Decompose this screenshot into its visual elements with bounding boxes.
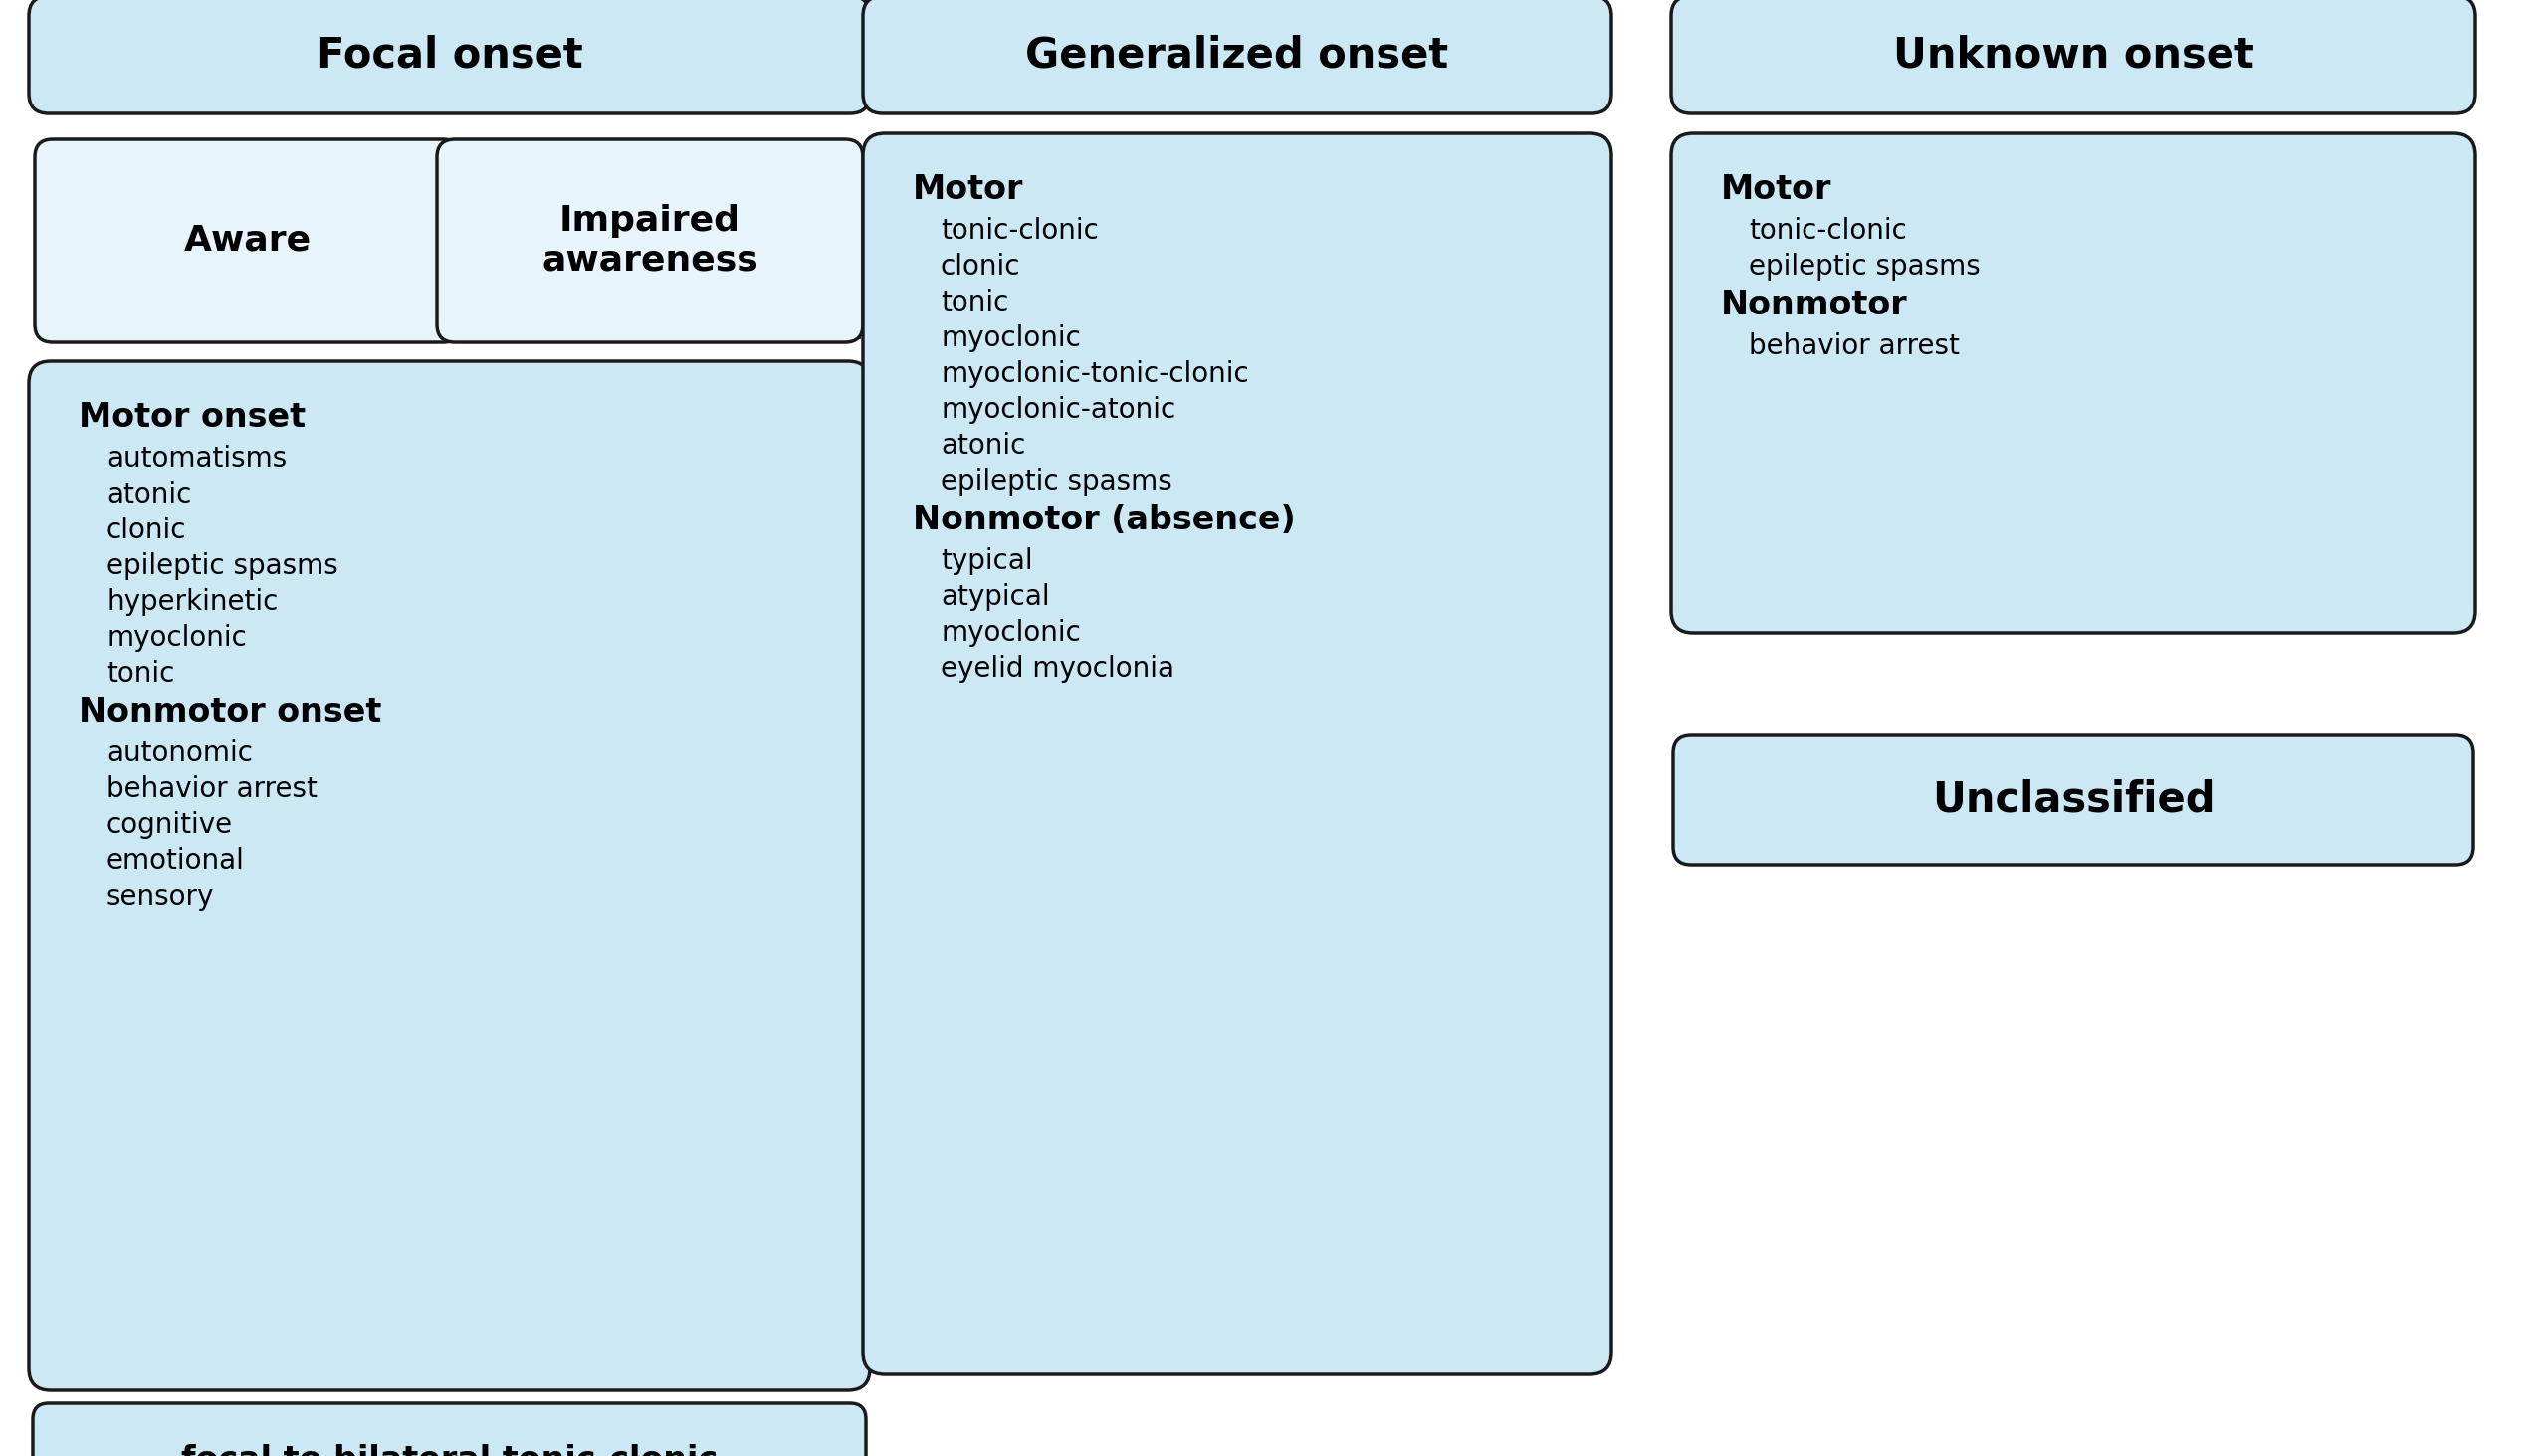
FancyBboxPatch shape [1684, 146, 2464, 622]
Text: atypical: atypical [940, 584, 1050, 612]
FancyBboxPatch shape [436, 140, 864, 342]
Text: epileptic spasms: epileptic spasms [1748, 253, 1980, 281]
FancyBboxPatch shape [41, 146, 859, 336]
Text: epileptic spasms: epileptic spasms [107, 552, 339, 579]
FancyBboxPatch shape [41, 10, 859, 99]
Text: Generalized onset: Generalized onset [1024, 33, 1450, 76]
FancyBboxPatch shape [1674, 735, 2474, 865]
Text: hyperkinetic: hyperkinetic [107, 588, 278, 616]
Text: clonic: clonic [107, 517, 186, 545]
Text: tonic-clonic: tonic-clonic [940, 217, 1098, 245]
Text: clonic: clonic [940, 253, 1022, 281]
Text: Motor: Motor [912, 173, 1024, 205]
Text: Unknown onset: Unknown onset [1893, 33, 2255, 76]
FancyBboxPatch shape [874, 146, 1600, 1363]
Text: myoclonic-tonic-clonic: myoclonic-tonic-clonic [940, 360, 1249, 389]
FancyBboxPatch shape [1671, 134, 2474, 633]
Text: behavior arrest: behavior arrest [1748, 332, 1959, 360]
Text: Impaired
awareness: Impaired awareness [543, 204, 759, 277]
Text: myoclonic: myoclonic [940, 325, 1080, 352]
Text: Nonmotor (absence): Nonmotor (absence) [912, 504, 1294, 536]
Text: Motor: Motor [1720, 173, 1832, 205]
Text: tonic-clonic: tonic-clonic [1748, 217, 1906, 245]
FancyBboxPatch shape [864, 0, 1610, 114]
Text: Aware: Aware [183, 224, 311, 258]
Text: tonic: tonic [107, 660, 176, 687]
Text: eyelid myoclonia: eyelid myoclonia [940, 655, 1175, 683]
Text: typical: typical [940, 547, 1032, 575]
FancyBboxPatch shape [33, 1404, 866, 1456]
Text: emotional: emotional [107, 847, 245, 875]
Text: cognitive: cognitive [107, 811, 232, 839]
FancyBboxPatch shape [36, 140, 461, 342]
Text: atonic: atonic [107, 480, 191, 508]
Text: Unclassified: Unclassified [1931, 779, 2214, 821]
FancyBboxPatch shape [41, 373, 859, 1379]
Text: myoclonic: myoclonic [107, 625, 247, 652]
Text: behavior arrest: behavior arrest [107, 775, 318, 804]
Text: Focal onset: Focal onset [316, 33, 583, 76]
Text: atonic: atonic [940, 432, 1024, 460]
FancyBboxPatch shape [28, 0, 869, 114]
FancyBboxPatch shape [874, 10, 1600, 99]
Text: sensory: sensory [107, 882, 214, 910]
Text: automatisms: automatisms [107, 446, 288, 473]
FancyBboxPatch shape [864, 134, 1610, 1374]
Text: Nonmotor: Nonmotor [1720, 288, 1908, 322]
Text: focal to bilateral tonic-clonic: focal to bilateral tonic-clonic [181, 1444, 719, 1456]
Text: autonomic: autonomic [107, 740, 252, 767]
Text: Nonmotor onset: Nonmotor onset [79, 696, 382, 728]
Text: myoclonic-atonic: myoclonic-atonic [940, 396, 1175, 424]
FancyBboxPatch shape [28, 361, 869, 1390]
FancyBboxPatch shape [1671, 0, 2474, 114]
Text: epileptic spasms: epileptic spasms [940, 467, 1172, 495]
Text: myoclonic: myoclonic [940, 619, 1080, 646]
FancyBboxPatch shape [41, 1414, 859, 1456]
FancyBboxPatch shape [1684, 10, 2464, 99]
Text: Motor onset: Motor onset [79, 400, 306, 434]
FancyBboxPatch shape [1684, 747, 2464, 853]
Text: tonic: tonic [940, 288, 1009, 316]
